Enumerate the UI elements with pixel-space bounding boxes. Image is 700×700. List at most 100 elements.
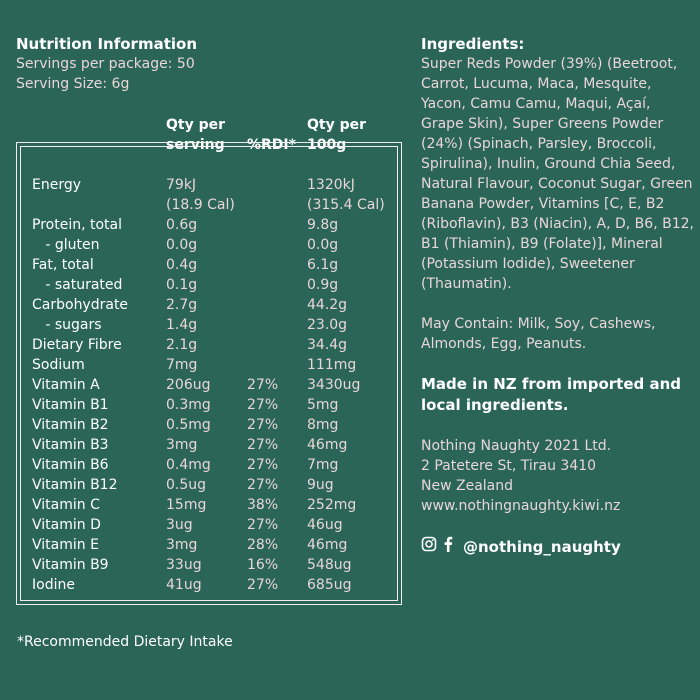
qty-per-100g: 8mg [307,417,339,433]
table-row: Vitamin B12 0.5ug 27% 9ug [32,475,402,495]
table-row: Energy 79kJ (18.9 Cal) 1320kJ (315.4 Cal) [32,175,402,215]
col-head-per-serving: Qty per serving [166,115,225,155]
col-head-rdi: %RDI* [247,137,296,153]
qty-per-100g: 34.4g [307,337,348,353]
qty-per-100g: 23.0g [307,317,348,333]
qty-per-serving: 3ug [166,517,193,533]
table-row: Sodium 7mg 111mg [32,355,402,375]
table-row: Carbohydrate 2.7g 44.2g [32,295,402,315]
table-row: Iodine 41ug 27% 685ug [32,575,402,595]
table-row: - sugars 1.4g 23.0g [32,315,402,335]
nutrient-name: - sugars [32,317,102,333]
col-head-per-serving-line1: Qty per [166,117,226,133]
column-headers: Qty per serving %RDI* Qty per 100g [16,115,406,155]
company-website[interactable]: www.nothingnaughty.kiwi.nz [421,498,621,514]
table-row: - gluten 0.0g 0.0g [32,235,402,255]
rdi-percent: 27% [247,437,279,453]
table-row: Vitamin B1 0.3mg 27% 5mg [32,395,402,415]
allergen-warning: May Contain: Milk, Soy, Cashews, Almonds… [421,316,656,352]
nutrient-name: Vitamin B3 [32,437,109,453]
nutrient-name: Sodium [32,357,85,373]
qty-per-100g: 548ug [307,557,352,573]
qty-per-100g: 5mg [307,397,339,413]
qty-per-serving: 206ug [166,377,211,393]
nutrient-name: Carbohydrate [32,297,129,313]
nutrient-name: Vitamin E [32,537,99,553]
qty-per-100g: 46mg [307,537,348,553]
rdi-percent: 16% [247,557,279,573]
col-head-per-100g: Qty per 100g [307,115,366,155]
nutrient-name: Vitamin B6 [32,457,109,473]
table-row: Vitamin B6 0.4mg 27% 7mg [32,455,402,475]
qty-per-100g: 111mg [307,357,357,373]
social-handle[interactable]: @nothing_naughty [463,538,621,556]
origin-statement: Made in NZ from imported and local ingre… [421,375,682,414]
ingredients-text: Super Reds Powder (39%) (Beetroot, Carro… [421,56,694,292]
instagram-icon[interactable] [421,536,437,558]
nutrient-name: Vitamin B12 [32,477,118,493]
table-row: Vitamin D 3ug 27% 46ug [32,515,402,535]
qty-per-100g: 3430ug [307,377,361,393]
qty-per-100g: 1320kJ (315.4 Cal) [307,177,385,213]
qty-per-serving: 1.4g [166,317,198,333]
qty-per-100g: 9.8g [307,217,339,233]
table-row: Vitamin B9 33ug 16% 548ug [32,555,402,575]
qty-per-serving: 3mg [166,437,198,453]
qty-per-serving: 33ug [166,557,202,573]
qty-per-serving: 0.3mg [166,397,211,413]
table-row: Vitamin A 206ug 27% 3430ug [32,375,402,395]
table-row: Protein, total 0.6g 9.8g [32,215,402,235]
table-row: Vitamin B2 0.5mg 27% 8mg [32,415,402,435]
ingredients-title: Ingredients: [421,35,525,53]
ingredients-panel: Ingredients: Super Reds Powder (39%) (Be… [421,34,696,558]
qty-per-serving: 3mg [166,537,198,553]
qty-per-100g: 46ug [307,517,343,533]
qty-per-100g: 252mg [307,497,357,513]
qty-per-serving: 15mg [166,497,207,513]
qty-per-serving: 79kJ (18.9 Cal) [166,177,235,213]
nutrient-name: Vitamin B2 [32,417,109,433]
qty-per-serving: 0.0g [166,237,198,253]
facebook-icon[interactable] [443,536,453,558]
qty-per-100g: 685ug [307,577,352,593]
rdi-percent: 27% [247,577,279,593]
nutrient-name: Vitamin B1 [32,397,109,413]
nutrient-name: - saturated [32,277,123,293]
qty-per-serving: 0.5mg [166,417,211,433]
col-head-per-100g-line1: Qty per [307,117,367,133]
rdi-percent: 28% [247,537,279,553]
qty-per-serving: 41ug [166,577,202,593]
qty-per-serving: 2.7g [166,297,198,313]
nutrient-name: Vitamin A [32,377,100,393]
qty-per-serving: 0.5ug [166,477,207,493]
table-row: Vitamin B3 3mg 27% 46mg [32,435,402,455]
company-country: New Zealand [421,478,513,494]
qty-per-100g: 0.0g [307,237,339,253]
nutrition-header: Nutrition Information Servings per packa… [16,34,406,94]
nutrition-table-inner-border [20,146,398,601]
nutrient-name: Fat, total [32,257,94,273]
qty-per-serving: 0.4g [166,257,198,273]
rdi-percent: 27% [247,397,279,413]
col-head-per-100g-line2: 100g [307,137,347,153]
table-row: - saturated 0.1g 0.9g [32,275,402,295]
nutrition-table: Energy 79kJ (18.9 Cal) 1320kJ (315.4 Cal) P… [32,175,402,595]
qty-per-100g: 9ug [307,477,334,493]
rdi-percent: 27% [247,417,279,433]
rdi-percent: 38% [247,497,279,513]
table-row: Vitamin E 3mg 28% 46mg [32,535,402,555]
company-name: Nothing Naughty 2021 Ltd. [421,438,612,454]
serving-size: Serving Size: 6g [16,76,130,92]
social-links: @nothing_naughty [421,536,696,558]
qty-per-100g: 7mg [307,457,339,473]
qty-per-serving: 0.1g [166,277,198,293]
qty-per-100g: 46mg [307,437,348,453]
rdi-percent: 27% [247,377,279,393]
nutrient-name: Iodine [32,577,75,593]
qty-per-100g: 0.9g [307,277,339,293]
qty-per-100g: 44.2g [307,297,348,313]
qty-per-serving: 7mg [166,357,198,373]
nutrient-name: Dietary Fibre [32,337,122,353]
col-head-per-serving-line2: serving [166,137,225,153]
qty-per-serving: 2.1g [166,337,198,353]
